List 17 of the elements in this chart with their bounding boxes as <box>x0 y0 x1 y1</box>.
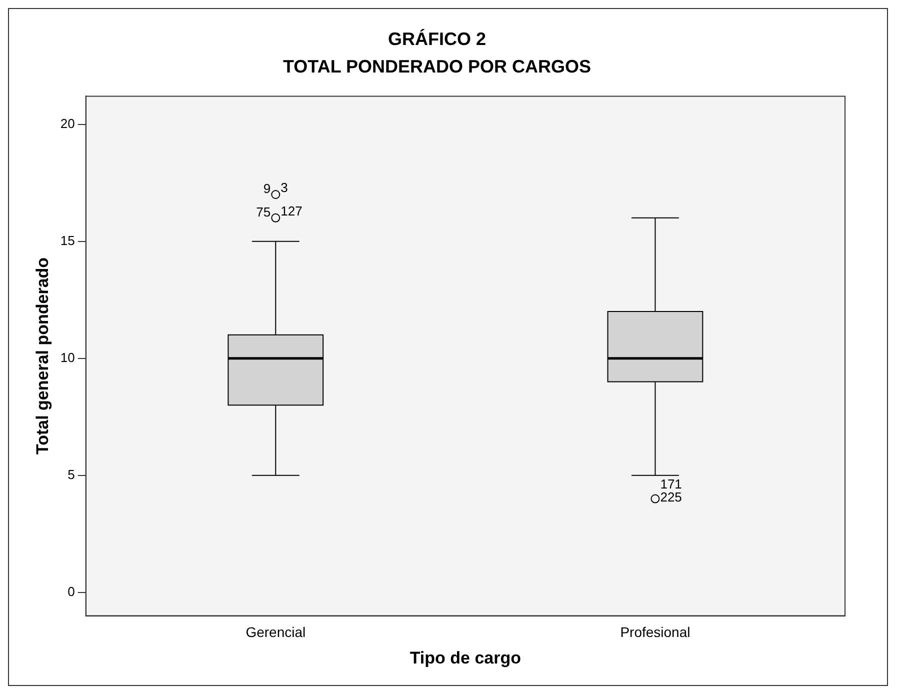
annotation: 127 <box>280 203 302 218</box>
y-axis-title: Total general ponderado <box>32 257 52 455</box>
y-tick-label: 0 <box>68 584 75 599</box>
annotation: 171 <box>660 476 682 492</box>
x-axis-title: Tipo de cargo <box>410 648 522 668</box>
annotation: 9 <box>263 181 271 196</box>
x-tick-label: Gerencial <box>246 624 306 640</box>
y-tick-label: 20 <box>60 116 75 131</box>
y-tick-label: 15 <box>60 232 75 248</box>
chart-title: GRÁFICO 2 <box>388 28 486 49</box>
x-tick-label: Profesional <box>620 624 690 640</box>
y-tick-label: 10 <box>60 350 75 365</box>
chart-subtitle: TOTAL PONDERADO POR CARGOS <box>282 56 592 76</box>
annotation: 225 <box>660 489 682 504</box>
y-tick-label: 5 <box>68 466 75 482</box>
annotation: 75 <box>256 204 271 220</box>
annotation: 3 <box>280 180 288 196</box>
